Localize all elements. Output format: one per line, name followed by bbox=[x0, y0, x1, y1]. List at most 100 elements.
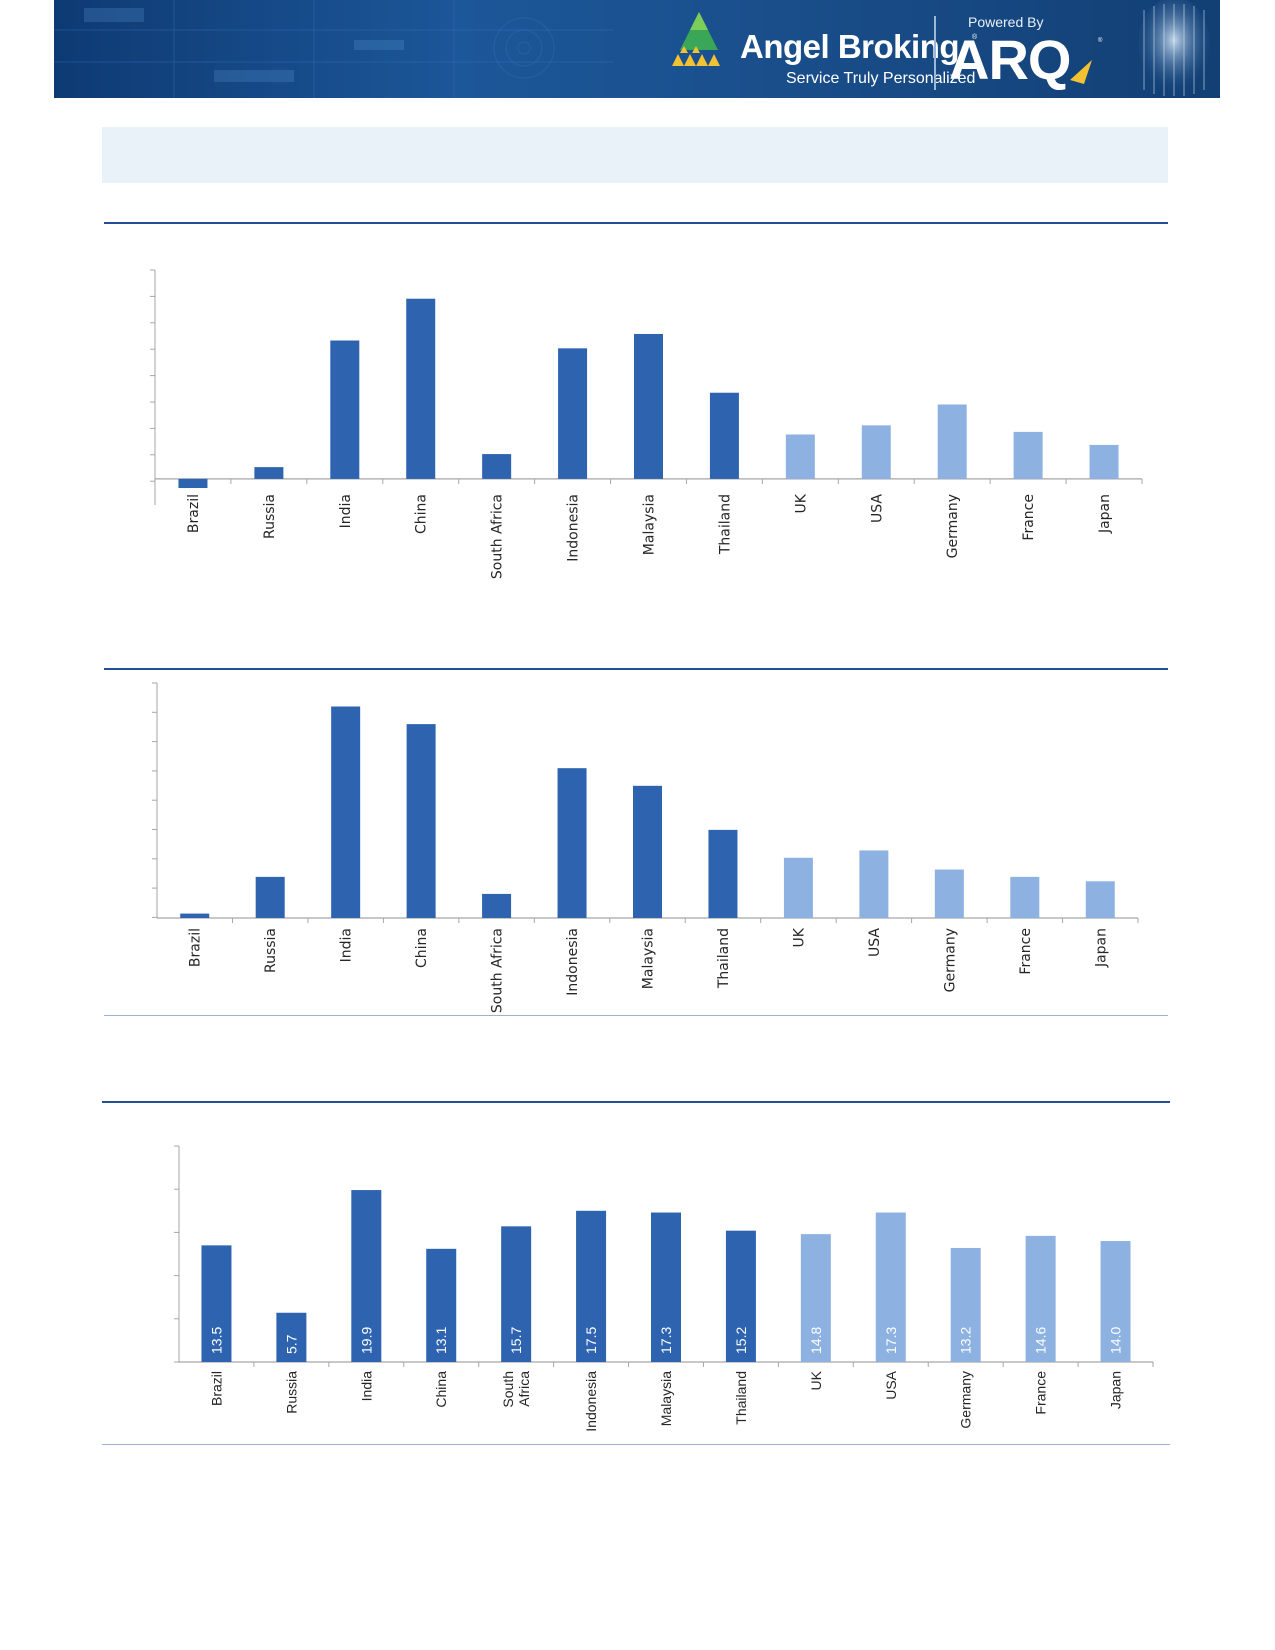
chart-3-bar-south-africa bbox=[501, 1226, 532, 1362]
chart-1-bar-indonesia bbox=[558, 348, 588, 479]
chart-3-category-label: Brazil bbox=[208, 1371, 224, 1406]
chart-3-data-label: 14.8 bbox=[808, 1327, 824, 1354]
chart-1-bar-india bbox=[330, 340, 360, 479]
chart-1-category-label: UK bbox=[793, 493, 809, 513]
chart-1-category-label: South Africa bbox=[490, 494, 506, 579]
chart-3-category-label: China bbox=[433, 1371, 449, 1408]
chart-1-bar-thailand bbox=[709, 392, 739, 479]
header-banner: Angel Broking ® Service Truly Personaliz… bbox=[54, 0, 1220, 98]
chart-3-bar-germany bbox=[950, 1247, 981, 1362]
chart-2-bar-russia bbox=[255, 876, 285, 918]
chart-2-category-label: Indonesia bbox=[565, 928, 581, 996]
chart-3-top-rule bbox=[102, 1101, 1170, 1103]
chart-3-data-label: 13.2 bbox=[958, 1327, 974, 1354]
chart-1-bar-japan bbox=[1089, 444, 1119, 479]
chart-3-data-label: 17.5 bbox=[583, 1327, 599, 1354]
chart-3-category-label: Japan bbox=[1108, 1371, 1124, 1409]
chart-3-category-label: Thailand bbox=[733, 1371, 749, 1425]
chart-2-bar-malaysia bbox=[633, 785, 662, 918]
chart-3-data-label: 5.7 bbox=[283, 1334, 299, 1354]
chart-1-category-label: Russia bbox=[262, 494, 278, 539]
chart-3-data-label: 17.3 bbox=[883, 1327, 899, 1354]
chart-2-category-label: Thailand bbox=[716, 928, 732, 989]
chart-3-data-label: 19.9 bbox=[358, 1327, 374, 1354]
chart-1-category-label: USA bbox=[869, 494, 885, 523]
arq-logo: ARQ bbox=[949, 28, 1071, 91]
chart-2-top-rule bbox=[104, 668, 1168, 670]
chart-2-category-label: USA bbox=[867, 928, 883, 957]
face-scan-icon bbox=[1138, 0, 1210, 96]
chart-3-data-label: 13.5 bbox=[208, 1327, 224, 1354]
chart-3-bottom-rule bbox=[102, 1444, 1170, 1445]
chart-3-bar-france bbox=[1025, 1235, 1056, 1362]
chart-1-bar-china bbox=[406, 298, 436, 479]
chart-1-bar-malaysia bbox=[634, 333, 663, 479]
chart-3-category-label: India bbox=[358, 1371, 374, 1402]
chart-1-top-rule bbox=[104, 222, 1168, 224]
chart-2-category-label: Malaysia bbox=[641, 928, 657, 989]
section-title-bar bbox=[102, 127, 1168, 183]
chart-2-bar-japan bbox=[1085, 881, 1115, 918]
chart-3-bar-japan bbox=[1100, 1241, 1131, 1362]
powered-by-label: Powered By bbox=[968, 14, 1044, 30]
chart-1-category-label: Thailand bbox=[717, 494, 733, 555]
chart-3-category-label: Indonesia bbox=[583, 1371, 599, 1432]
chart-1-category-label: India bbox=[338, 494, 354, 528]
chart-1-bar-uk bbox=[785, 434, 815, 479]
arq-registered-mark: ® bbox=[1098, 38, 1103, 44]
chart-3-bar-thailand bbox=[725, 1230, 756, 1362]
chart-3-category-label: SouthAfrica bbox=[500, 1371, 532, 1408]
banner-background-pattern bbox=[54, 0, 614, 98]
chart-2-category-label: Germany bbox=[942, 928, 958, 992]
chart-1-category-label: France bbox=[1021, 494, 1037, 541]
chart-3-data-label: 15.2 bbox=[733, 1327, 749, 1354]
chart-1-bar-south-africa bbox=[482, 454, 512, 479]
chart-3-bar-uk bbox=[800, 1234, 831, 1362]
chart-3-bar-brazil bbox=[201, 1245, 232, 1362]
chart-3-category-label: Germany bbox=[958, 1371, 974, 1429]
chart-3-category-label: USA bbox=[883, 1370, 899, 1399]
chart-1-category-label: Germany bbox=[945, 494, 961, 558]
chart-2-bar-india bbox=[331, 706, 361, 918]
chart-3-data-label: 15.7 bbox=[508, 1327, 524, 1354]
chart-2-bottom-rule bbox=[104, 1015, 1168, 1016]
chart-2-bar-france bbox=[1010, 876, 1040, 918]
brand-tagline: Service Truly Personalized bbox=[786, 70, 976, 87]
chart-1-bar-usa bbox=[861, 425, 891, 479]
angel-broking-logo-icon bbox=[672, 12, 720, 66]
chart-2-bar-brazil bbox=[180, 913, 210, 918]
angel-broking-logo: Angel Broking ® Service Truly Personaliz… bbox=[668, 8, 988, 92]
header-divider bbox=[934, 16, 936, 90]
chart-3-data-label: 13.1 bbox=[433, 1327, 449, 1354]
chart-3-bar-india bbox=[351, 1190, 382, 1362]
chart-2-category-label: France bbox=[1018, 928, 1034, 975]
chart-1-category-label: Japan bbox=[1097, 494, 1113, 534]
chart-2-bar-thailand bbox=[708, 829, 738, 918]
chart-2-bar-china bbox=[406, 724, 436, 918]
chart-1-category-label: Malaysia bbox=[642, 494, 658, 555]
chart-2-category-label: UK bbox=[791, 927, 807, 947]
chart-1-category-label: Brazil bbox=[186, 494, 202, 533]
chart-2-category-label: China bbox=[414, 928, 430, 968]
chart-3-bar-china bbox=[426, 1248, 457, 1362]
chart-2-category-label: Brazil bbox=[188, 928, 204, 967]
chart-1-bar-russia bbox=[254, 467, 284, 479]
chart-1-bar-germany bbox=[937, 404, 967, 479]
chart-2-category-label: South Africa bbox=[490, 928, 506, 1013]
chart-2-category-label: Japan bbox=[1093, 928, 1109, 968]
chart-2-bar-uk bbox=[783, 857, 813, 918]
chart-3-bar-russia bbox=[276, 1312, 307, 1362]
chart-2-bar-south-africa bbox=[482, 893, 512, 918]
chart-3-bar-malaysia bbox=[651, 1212, 681, 1362]
chart-1-bar-france bbox=[1013, 431, 1043, 479]
chart-1-bar-brazil bbox=[178, 478, 208, 489]
brand-name: Angel Broking bbox=[740, 28, 960, 65]
chart-3-data-label: 14.0 bbox=[1108, 1327, 1124, 1354]
chart-1-category-label: Indonesia bbox=[566, 494, 582, 562]
chart-2-bar-usa bbox=[859, 850, 889, 918]
registered-mark: ® bbox=[972, 34, 978, 41]
chart-3-category-label: France bbox=[1033, 1371, 1049, 1415]
chart-3-data-label: 14.6 bbox=[1033, 1327, 1049, 1354]
chart-2-category-label: India bbox=[339, 928, 355, 962]
